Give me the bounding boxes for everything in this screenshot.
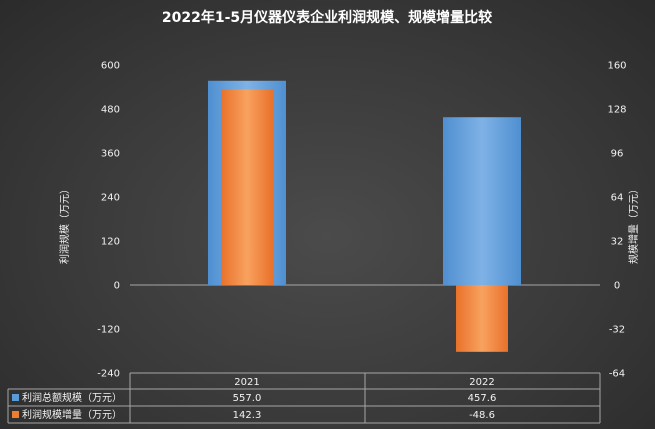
legend-label-profit: 利润总额规模（万元）: [22, 391, 122, 404]
y2-tick-label: -32: [609, 325, 625, 336]
y-tick-label: 0: [114, 281, 120, 292]
y2-tick-label: 96: [611, 149, 624, 160]
y2-tick-label: 0: [614, 281, 620, 292]
y2-axis-ticks: 160 128 96 64 32 0 -32 -64: [607, 61, 626, 380]
bars-layer: [208, 80, 521, 352]
y2-axis-label: 规模增量（万元）: [627, 184, 640, 264]
table-cell-increment-2022: -48.6: [469, 410, 495, 421]
table-header-2021: 2021: [234, 377, 259, 388]
y2-tick-label: -64: [609, 369, 625, 380]
y-tick-label: -120: [97, 325, 120, 336]
y2-tick-label: 64: [611, 193, 624, 204]
y-axis-label: 利润规模（万元）: [58, 184, 71, 264]
legend-label-increment: 利润规模增量（万元）: [22, 408, 122, 421]
bar-profit-2022: [443, 117, 521, 285]
chart-title: 2022年1-5月仪器仪表企业利润规模、规模增量比较: [162, 9, 492, 26]
table-cell-profit-2021: 557.0: [233, 393, 262, 404]
y-tick-label: 240: [101, 193, 120, 204]
legend-key-profit: [12, 394, 19, 401]
legend-key-increment: [12, 411, 19, 418]
bar-increment-2021: [221, 89, 273, 286]
y2-tick-label: 160: [607, 61, 626, 72]
table-header-2022: 2022: [469, 377, 494, 388]
y-tick-label: -240: [97, 369, 120, 380]
y-tick-label: 360: [101, 149, 120, 160]
y-tick-label: 480: [101, 105, 120, 116]
y-axis-ticks: 600 480 360 240 120 0 -120 -240: [97, 61, 120, 380]
table-cell-increment-2021: 142.3: [233, 410, 262, 421]
y-tick-label: 600: [101, 61, 120, 72]
y2-tick-label: 128: [607, 105, 626, 116]
y2-tick-label: 32: [611, 237, 624, 248]
table-cell-profit-2022: 457.6: [468, 393, 497, 404]
y-tick-label: 120: [101, 237, 120, 248]
bar-increment-2022: [456, 285, 508, 352]
data-table: 2021 2022 利润总额规模（万元） 利润规模增量（万元） 557.0 45…: [7, 372, 601, 424]
